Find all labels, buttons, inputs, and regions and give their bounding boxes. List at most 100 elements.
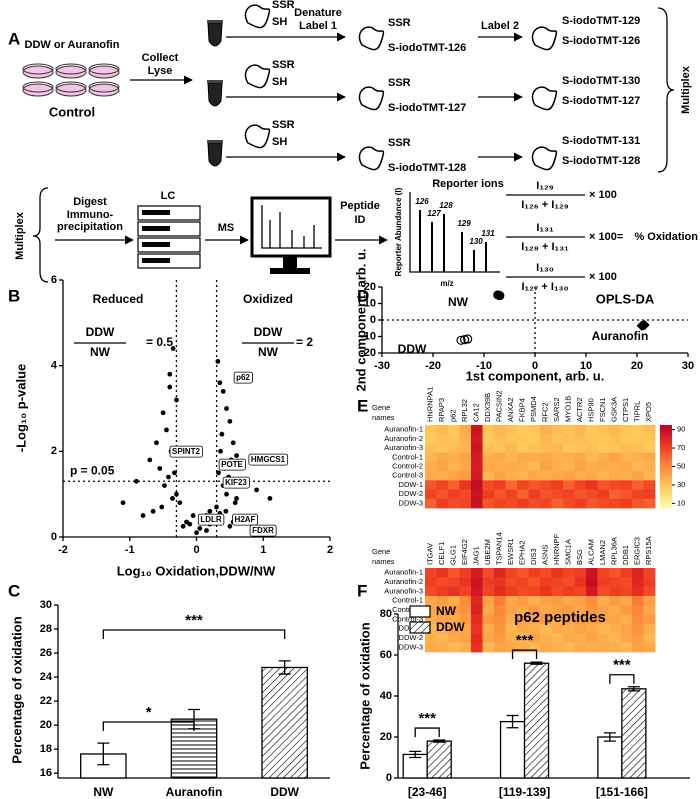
colorbar-swatch <box>660 481 672 484</box>
colorbar-swatch <box>660 491 672 494</box>
heatmap-cell <box>517 605 529 616</box>
row-label: DDW-1 <box>399 480 423 489</box>
protein-icon <box>244 4 271 29</box>
panel-letter: B <box>8 286 20 305</box>
reporter-ions-label: Reporter ions <box>432 178 504 190</box>
colorbar-swatch <box>660 435 672 438</box>
heatmap-cell <box>494 480 506 490</box>
tag-label: S-iodoTMT-130 <box>562 75 640 87</box>
monitor <box>250 196 332 258</box>
colorbar-swatch <box>660 495 672 499</box>
heatmap-cell <box>620 434 633 444</box>
heatmap-cell <box>574 568 587 578</box>
heatmap-cell <box>563 586 575 597</box>
row-label: Control-1 <box>392 452 423 461</box>
y-tick-label: 0 <box>51 531 57 543</box>
formula-numerator: I₁₂₉ <box>536 180 553 192</box>
colorbar-swatch <box>660 437 672 440</box>
heatmap-cell <box>563 642 575 653</box>
point <box>204 528 209 533</box>
y-axis-label: Percentage of oxidation <box>357 622 372 769</box>
heatmap-cell <box>586 425 598 435</box>
column-label: MYO1B <box>564 396 573 422</box>
heatmap-cell <box>448 642 460 653</box>
column-label: ANXA2 <box>506 397 515 422</box>
heatmap-cell <box>551 642 564 653</box>
point <box>157 466 163 471</box>
heatmap-cell <box>505 434 518 444</box>
heatmap-cell <box>609 498 621 509</box>
heatmap-cell <box>505 596 518 606</box>
point <box>220 388 226 394</box>
heatmap-cell <box>540 434 552 444</box>
heatmap-cell <box>494 596 506 606</box>
sh-label: SH <box>272 136 287 148</box>
heatmap-cell <box>563 434 575 444</box>
gene-label: FDXR <box>252 526 274 535</box>
heatmap-cell <box>471 434 483 444</box>
heatmap-cell <box>471 633 483 644</box>
heatmap-cell <box>471 642 483 653</box>
error-bar <box>97 742 110 766</box>
protein-icon <box>358 86 385 111</box>
dish <box>55 83 87 97</box>
x-tick-label: 30 <box>682 360 694 372</box>
row-label: DDW-3 <box>399 498 423 507</box>
heatmap-cell <box>494 614 506 625</box>
heatmap-cell <box>436 425 449 435</box>
heatmap-cell <box>609 480 621 490</box>
colorbar-swatch <box>660 441 672 445</box>
gene-label: KIF23 <box>225 478 247 487</box>
colorbar-swatch <box>660 485 672 488</box>
reporter-label: 127 <box>427 209 441 218</box>
formula-tail: × 100 <box>589 271 617 283</box>
heatmap-cell <box>563 596 575 606</box>
heatmap-cell <box>574 596 587 606</box>
heatmap-cell <box>597 498 610 509</box>
lc-label: LC <box>161 190 176 202</box>
y-tick-label: 4 <box>51 360 58 372</box>
point <box>194 530 199 536</box>
column-label: TSPAN14 <box>495 532 504 565</box>
significance-bracket <box>414 727 440 738</box>
heatmap-cell <box>597 425 610 435</box>
heatmap-cell <box>540 596 552 606</box>
heatmap-cell <box>517 443 529 454</box>
column-label: CA12 <box>472 403 481 422</box>
chart-title: p62 peptides <box>514 609 606 626</box>
ssr-label: SSR <box>272 0 295 11</box>
heatmap-cell <box>540 443 552 454</box>
y-axis-label: Percentage of oxidation <box>9 616 24 763</box>
heatmap-cell <box>632 596 644 606</box>
dish-rim <box>88 63 120 75</box>
heatmap-cell <box>586 642 598 653</box>
heatmap-cell <box>620 633 633 644</box>
heatmap-cell <box>494 461 506 472</box>
column-label: ERGIC3 <box>633 537 642 565</box>
formula-denominator: I₁₂₈ + I₁₃₁ <box>521 241 569 253</box>
row-label: Auranofin-3 <box>384 443 423 452</box>
heatmap-cell <box>620 498 633 509</box>
heatmap-cell <box>459 489 472 500</box>
reporter-label: 129 <box>457 219 471 228</box>
heatmap-cell <box>425 425 437 435</box>
heatmap-cell <box>528 614 541 625</box>
heatmap-cell <box>436 633 449 644</box>
heatmap-cell <box>448 624 460 634</box>
heatmap-cell <box>620 642 633 653</box>
heatmap-cell <box>425 443 437 454</box>
heatmap-cell <box>563 498 575 509</box>
row-label: Control-3 <box>392 614 423 623</box>
heatmap-cell <box>517 586 529 597</box>
monitor-stand <box>283 256 297 268</box>
heatmap-cell <box>436 568 449 578</box>
heatmap-cell <box>528 605 541 616</box>
heatmap-cell <box>586 471 598 481</box>
heatmap-cell <box>505 425 518 435</box>
x-tick-label: DDW <box>270 785 299 799</box>
column-label: GLG1 <box>449 545 458 565</box>
heatmap-cell <box>597 461 610 472</box>
heatmap-cell <box>643 614 656 625</box>
row-label: Auranofin-1 <box>384 425 423 434</box>
heatmap-cell <box>528 425 541 435</box>
